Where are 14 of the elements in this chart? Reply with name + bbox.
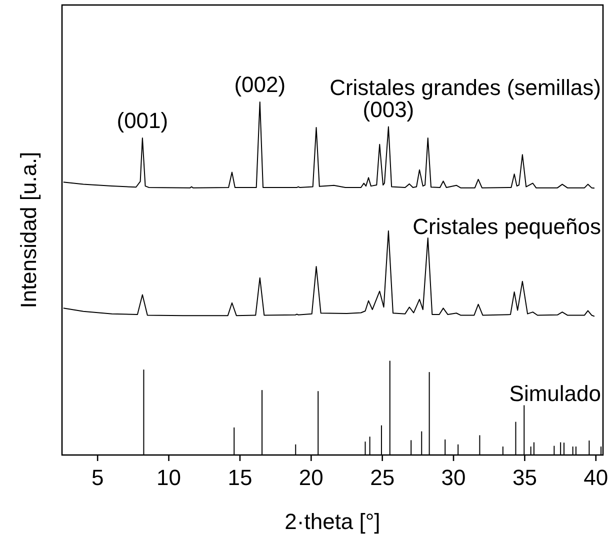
y-axis-title: Intensidad [u.a.] bbox=[16, 152, 41, 308]
x-tick-label: 15 bbox=[228, 465, 252, 490]
series-label: Cristales pequeños bbox=[412, 214, 601, 239]
annotation: (002) bbox=[234, 72, 286, 98]
x-tick-label: 10 bbox=[156, 465, 182, 490]
series-label: Simulado bbox=[509, 381, 601, 406]
x-tick-label: 20 bbox=[298, 465, 324, 490]
x-tick-label: 40 bbox=[584, 465, 608, 490]
annotation: (001) bbox=[116, 108, 168, 134]
x-tick-label: 35 bbox=[512, 465, 537, 490]
x-axis-title: 2·theta [°] bbox=[284, 509, 380, 534]
x-tick-label: 5 bbox=[91, 465, 104, 490]
x-tick-label: 25 bbox=[370, 465, 395, 490]
x-tick-label: 30 bbox=[441, 465, 466, 490]
